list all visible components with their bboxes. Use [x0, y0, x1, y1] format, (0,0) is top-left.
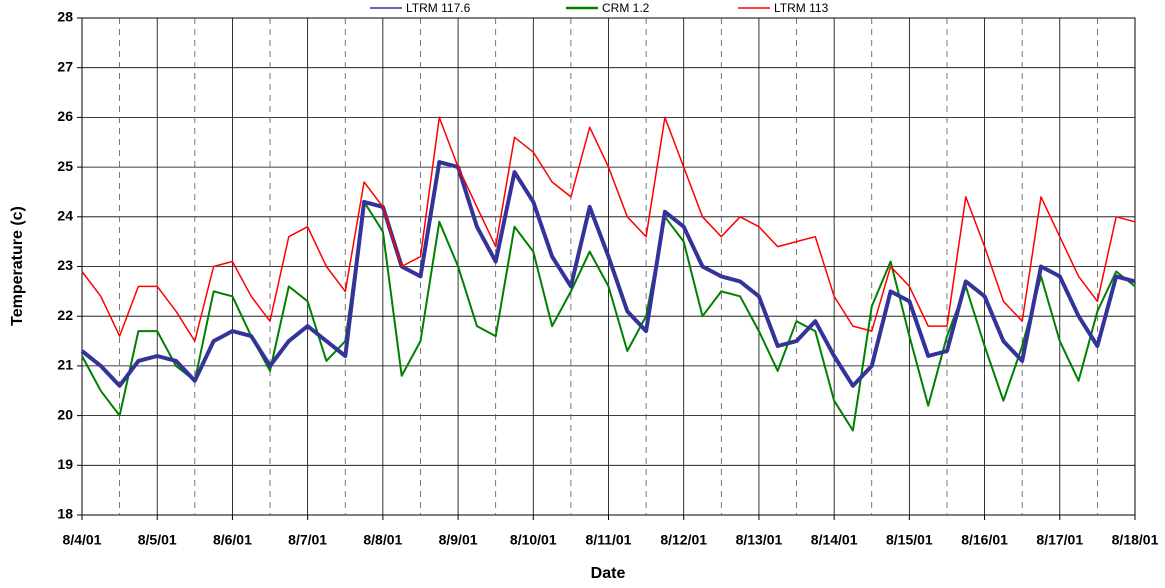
- y-tick-label: 24: [57, 208, 73, 224]
- y-tick-label: 22: [57, 307, 73, 323]
- x-tick-label: 8/11/01: [586, 532, 632, 548]
- legend-label: CRM 1.2: [602, 1, 650, 15]
- x-tick-label: 8/10/01: [510, 532, 557, 548]
- x-axis-label: Date: [591, 565, 626, 582]
- y-tick-label: 26: [57, 108, 73, 124]
- x-tick-label: 8/7/01: [288, 532, 327, 548]
- x-tick-label: 8/14/01: [811, 532, 858, 548]
- y-tick-label: 21: [57, 357, 73, 373]
- series-line: [81, 116, 1136, 342]
- series-line: [80, 160, 1136, 388]
- x-tick-label: 8/8/01: [363, 532, 402, 548]
- x-tick-label: 8/17/01: [1036, 532, 1083, 548]
- x-tick-label: 8/9/01: [439, 532, 478, 548]
- x-tick-label: 8/13/01: [736, 532, 783, 548]
- x-tick-label: 8/6/01: [213, 532, 252, 548]
- y-tick-label: 27: [57, 58, 73, 74]
- y-tick-label: 23: [57, 257, 73, 273]
- x-tick-label: 8/16/01: [961, 532, 1008, 548]
- x-tick-label: 8/18/01: [1112, 532, 1159, 548]
- legend-label: LTRM 117.6: [406, 1, 471, 15]
- y-tick-label: 28: [57, 9, 73, 25]
- x-tick-label: 8/5/01: [138, 532, 177, 548]
- y-axis-label: Temperature (c): [9, 206, 26, 326]
- y-tick-label: 25: [57, 158, 73, 174]
- x-tick-label: 8/4/01: [63, 532, 102, 548]
- y-tick-label: 20: [57, 406, 73, 422]
- x-tick-label: 8/12/01: [660, 532, 707, 548]
- x-tick-label: 8/15/01: [886, 532, 933, 548]
- legend-label: LTRM 113: [774, 1, 829, 15]
- y-tick-label: 18: [57, 506, 73, 522]
- y-tick-label: 19: [57, 456, 73, 472]
